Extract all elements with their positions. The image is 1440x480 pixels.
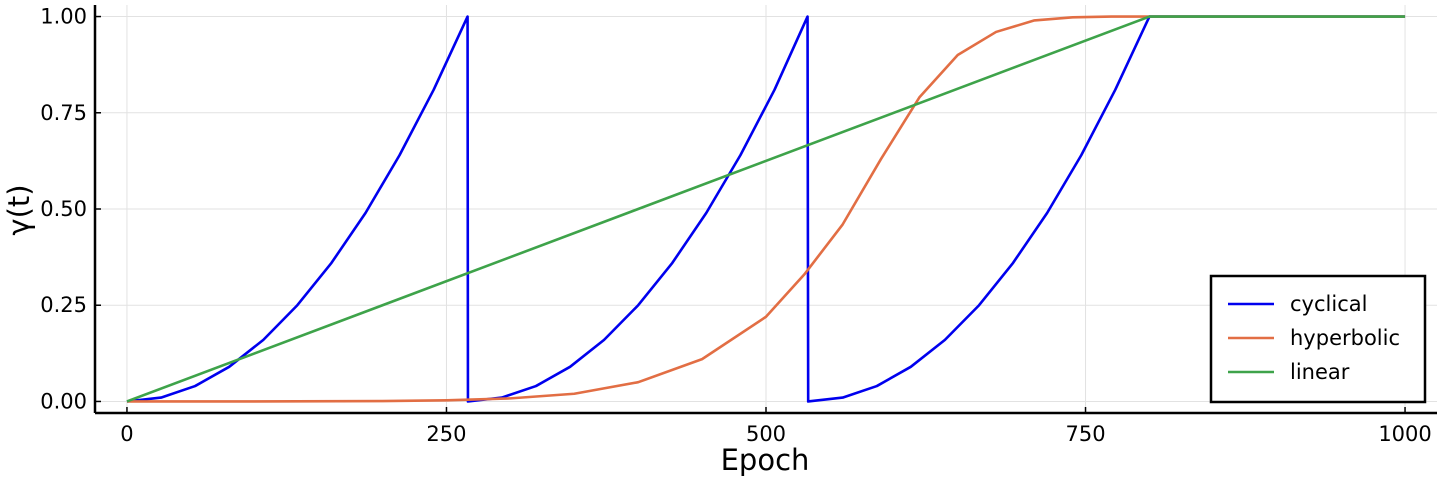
- series-lines: [126, 15, 1406, 403]
- x-tick-label: 500: [746, 422, 786, 446]
- legend-label-hyperbolic: hyperbolic: [1290, 326, 1400, 350]
- series-line-hyperbolic: [126, 15, 1406, 403]
- x-tick-label: 750: [1065, 422, 1105, 446]
- y-tick-label: 0.75: [40, 101, 87, 125]
- y-axis-title: γ(t): [2, 184, 36, 235]
- x-axis-title: Epoch: [721, 443, 810, 477]
- legend-label-linear: linear: [1290, 360, 1350, 384]
- ticks: 0 250 500 750 1000 0.00 0.25 0.50 0.75 1.00: [40, 5, 1432, 446]
- x-tick-label: 0: [120, 422, 133, 446]
- y-tick-label: 0.25: [40, 293, 87, 317]
- legend-label-cyclical: cyclical: [1290, 292, 1367, 316]
- y-tick-label: 0.50: [40, 197, 87, 221]
- series-line-cyclical: [126, 15, 1406, 403]
- x-tick-label: 1000: [1378, 422, 1431, 446]
- legend: cyclical hyperbolic linear: [1209, 274, 1427, 404]
- x-tick-label: 250: [426, 422, 466, 446]
- y-tick-label: 1.00: [40, 5, 87, 29]
- y-tick-label: 0.00: [40, 389, 87, 413]
- series-line-linear: [126, 15, 1406, 403]
